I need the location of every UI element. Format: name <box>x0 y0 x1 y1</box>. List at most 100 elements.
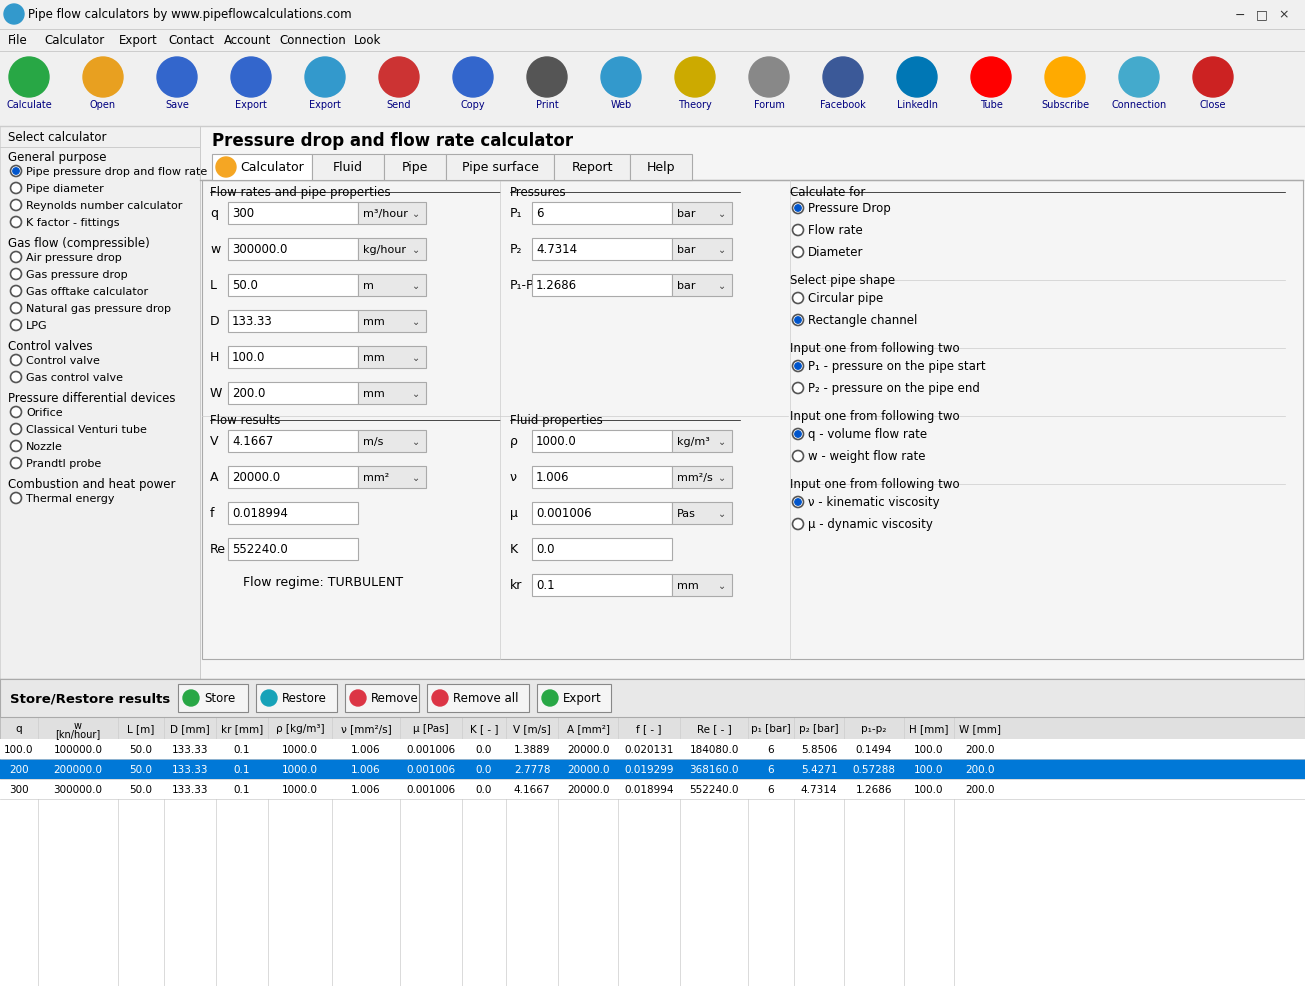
Circle shape <box>792 293 804 305</box>
Text: Pas: Pas <box>677 509 696 519</box>
Circle shape <box>10 167 21 177</box>
Bar <box>532 239 672 260</box>
Text: mm: mm <box>363 353 385 363</box>
Circle shape <box>1118 58 1159 98</box>
Text: Select calculator: Select calculator <box>8 131 107 144</box>
Circle shape <box>10 183 21 194</box>
Bar <box>555 155 630 180</box>
Text: μ: μ <box>510 507 518 520</box>
Text: 1000.0: 1000.0 <box>282 764 318 774</box>
Text: Subscribe: Subscribe <box>1041 100 1090 109</box>
Text: Flow regime: TURBULENT: Flow regime: TURBULENT <box>243 576 403 589</box>
Text: □: □ <box>1257 9 1268 22</box>
Circle shape <box>792 361 804 372</box>
Text: Control valves: Control valves <box>8 340 93 353</box>
Text: ν - kinematic viscosity: ν - kinematic viscosity <box>808 496 940 509</box>
Text: 1000.0: 1000.0 <box>282 784 318 794</box>
Text: Gas flow (compressible): Gas flow (compressible) <box>8 238 150 250</box>
Text: 0.1: 0.1 <box>234 744 251 754</box>
Text: bar: bar <box>677 209 696 219</box>
Circle shape <box>792 203 804 214</box>
Bar <box>256 684 337 712</box>
Text: kg/m³: kg/m³ <box>677 437 710 447</box>
Bar <box>358 466 425 488</box>
Text: 0.018994: 0.018994 <box>624 784 673 794</box>
Bar <box>672 431 732 453</box>
Circle shape <box>792 225 804 237</box>
Text: 1.006: 1.006 <box>351 764 381 774</box>
Text: 4.7314: 4.7314 <box>801 784 838 794</box>
Text: Flow results: Flow results <box>210 414 281 427</box>
Bar <box>200 127 1305 686</box>
Text: Web: Web <box>611 100 632 109</box>
Text: P₁ - pressure on the pipe start: P₁ - pressure on the pipe start <box>808 360 985 373</box>
Text: ⌄: ⌄ <box>718 209 726 219</box>
Text: 1.006: 1.006 <box>536 471 569 484</box>
Text: D [mm]: D [mm] <box>170 724 210 734</box>
Text: Flow rates and pipe properties: Flow rates and pipe properties <box>210 186 390 199</box>
Circle shape <box>10 355 21 366</box>
Text: μ [Pas]: μ [Pas] <box>414 724 449 734</box>
Text: 133.33: 133.33 <box>172 764 209 774</box>
Text: 100.0: 100.0 <box>915 744 944 754</box>
Bar <box>0 779 1305 800</box>
Bar <box>427 684 529 712</box>
Text: 552240.0: 552240.0 <box>689 784 739 794</box>
Text: K factor - fittings: K factor - fittings <box>26 218 120 228</box>
Bar <box>312 155 384 180</box>
Text: Look: Look <box>354 35 381 47</box>
Text: Reynolds number calculator: Reynolds number calculator <box>26 201 183 211</box>
Text: Connection: Connection <box>279 35 346 47</box>
Text: 100.0: 100.0 <box>915 764 944 774</box>
Text: 0.0: 0.0 <box>476 764 492 774</box>
Circle shape <box>10 441 21 452</box>
Text: Calculate for: Calculate for <box>790 186 865 199</box>
Text: W: W <box>210 387 222 400</box>
Circle shape <box>10 217 21 229</box>
Bar <box>345 684 419 712</box>
Circle shape <box>10 493 21 504</box>
Text: 6: 6 <box>767 784 774 794</box>
Text: 100.0: 100.0 <box>232 351 265 364</box>
Text: File: File <box>8 35 27 47</box>
Text: Pipe pressure drop and flow rate: Pipe pressure drop and flow rate <box>26 167 207 176</box>
Text: LinkedIn: LinkedIn <box>897 100 937 109</box>
Circle shape <box>10 407 21 418</box>
Circle shape <box>9 58 50 98</box>
Text: LPG: LPG <box>26 320 47 330</box>
Bar <box>228 466 358 488</box>
Text: Pipe flow calculators by www.pipeflowcalculations.com: Pipe flow calculators by www.pipeflowcal… <box>27 9 351 22</box>
Text: m: m <box>363 281 373 291</box>
Bar <box>0 52 1305 127</box>
Text: 0.57288: 0.57288 <box>852 764 895 774</box>
Bar <box>532 203 672 225</box>
Bar <box>228 503 358 525</box>
Text: Forum: Forum <box>753 100 784 109</box>
Text: P₂: P₂ <box>510 244 522 256</box>
Circle shape <box>795 431 801 438</box>
Text: 1000.0: 1000.0 <box>282 744 318 754</box>
Text: Re: Re <box>210 543 226 556</box>
Text: 0.1: 0.1 <box>234 784 251 794</box>
Circle shape <box>261 690 277 706</box>
Text: 200.0: 200.0 <box>964 764 994 774</box>
Text: Diameter: Diameter <box>808 246 864 259</box>
Text: f: f <box>210 507 214 520</box>
Circle shape <box>10 372 21 384</box>
Bar <box>532 538 672 560</box>
Text: K: K <box>510 543 518 556</box>
Text: Export: Export <box>562 692 602 705</box>
Circle shape <box>157 58 197 98</box>
Text: ⌄: ⌄ <box>412 281 420 291</box>
Bar <box>0 717 1305 740</box>
Text: 0.0: 0.0 <box>476 744 492 754</box>
Text: 1.006: 1.006 <box>351 784 381 794</box>
Circle shape <box>432 690 448 706</box>
Circle shape <box>792 429 804 440</box>
Text: Close: Close <box>1199 100 1227 109</box>
Text: 200.0: 200.0 <box>232 387 265 400</box>
Text: Account: Account <box>223 35 271 47</box>
Bar <box>630 155 692 180</box>
Text: Tube: Tube <box>980 100 1002 109</box>
Circle shape <box>792 316 804 326</box>
